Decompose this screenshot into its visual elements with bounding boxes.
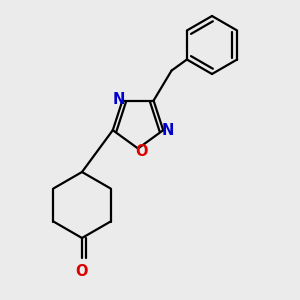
Text: N: N xyxy=(112,92,124,107)
Text: O: O xyxy=(76,263,88,278)
Text: O: O xyxy=(135,144,147,159)
Text: N: N xyxy=(162,123,174,138)
